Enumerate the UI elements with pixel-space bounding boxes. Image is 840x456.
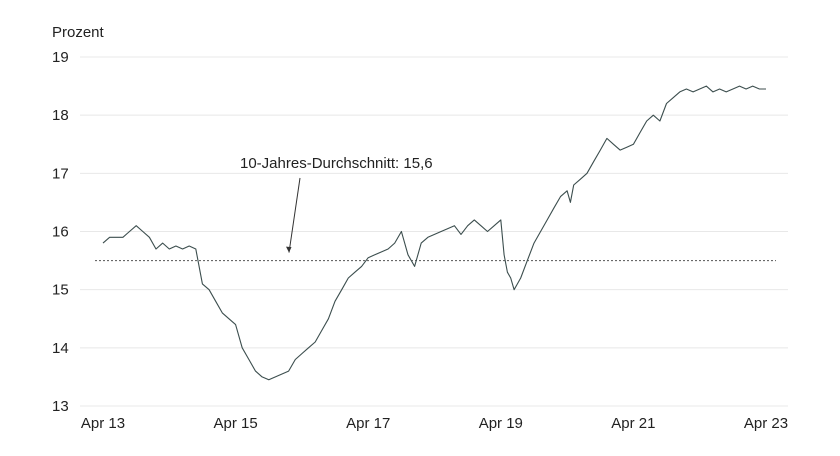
average-annotation-label: 10-Jahres-Durchschnitt: 15,6 <box>240 155 433 172</box>
y-tick-label-13: 13 <box>52 398 69 415</box>
x-tick-label-2: Apr 17 <box>346 415 390 432</box>
annotation: 10-Jahres-Durchschnitt: 15,6 <box>240 155 433 253</box>
y-tick-label-19: 19 <box>52 49 69 66</box>
series-layer <box>102 85 766 381</box>
y-axis-ticks: 13 14 15 16 17 18 19 <box>52 49 69 415</box>
y-tick-label-17: 17 <box>52 165 69 182</box>
annotation-arrow <box>288 177 301 253</box>
x-tick-label-1: Apr 15 <box>213 415 257 432</box>
x-tick-label-5: Apr 23 <box>744 415 788 432</box>
annotation-arrowhead <box>286 246 292 253</box>
y-tick-label-14: 14 <box>52 340 69 357</box>
series-line-0 <box>102 85 766 381</box>
x-axis-ticks: Apr 13 Apr 15 Apr 17 Apr 19 Apr 21 Apr 23 <box>81 415 788 432</box>
y-axis-unit-label: Prozent <box>52 24 105 41</box>
y-tick-label-18: 18 <box>52 107 69 124</box>
gridlines <box>80 56 788 407</box>
x-tick-label-0: Apr 13 <box>81 415 125 432</box>
x-tick-label-4: Apr 21 <box>611 415 655 432</box>
y-tick-label-15: 15 <box>52 282 69 299</box>
y-tick-label-16: 16 <box>52 224 69 241</box>
x-tick-label-3: Apr 19 <box>479 415 523 432</box>
